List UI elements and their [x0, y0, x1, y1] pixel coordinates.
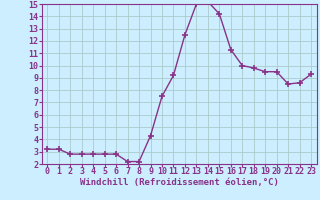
X-axis label: Windchill (Refroidissement éolien,°C): Windchill (Refroidissement éolien,°C)	[80, 178, 279, 187]
